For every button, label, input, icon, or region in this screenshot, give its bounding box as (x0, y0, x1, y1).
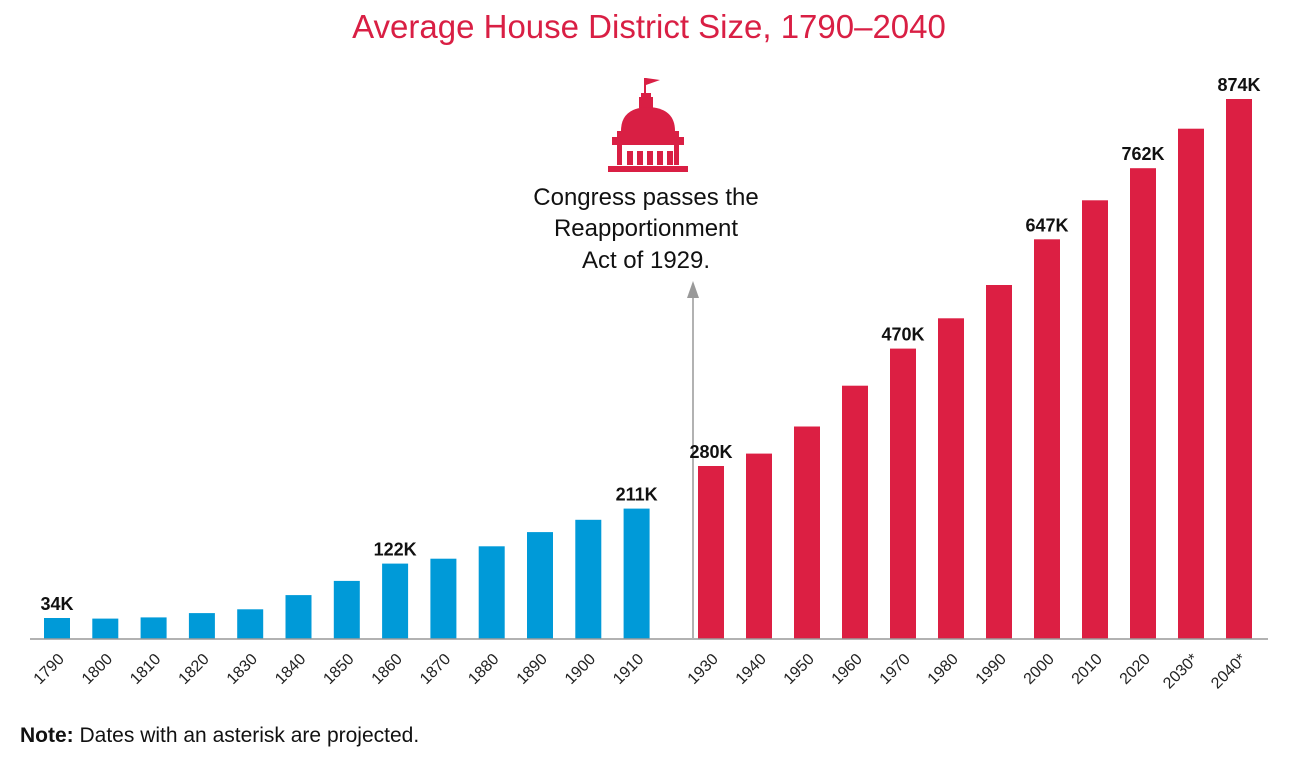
bar-1890 (527, 532, 553, 639)
bar-1960 (842, 385, 868, 639)
bar-1980 (938, 318, 964, 639)
annotation-line-2: Reapportionment (554, 215, 738, 242)
bar-1800 (92, 618, 119, 639)
x-tick-label-1870: 1870 (417, 651, 454, 688)
data-label-1970: 470K (881, 325, 924, 345)
bar-2040-projected (1226, 99, 1252, 639)
bar-2030-projected (1178, 128, 1204, 639)
footnote: Note: Dates with an asterisk are project… (20, 724, 419, 748)
x-tick-label-1790: 1790 (31, 651, 68, 688)
data-label-2040-projected: 874K (1217, 75, 1260, 95)
x-tick-label-1900: 1900 (562, 651, 599, 688)
x-tick-label-1940: 1940 (733, 651, 770, 688)
annotation-line-1: Congress passes the (533, 184, 758, 211)
x-tick-label-1840: 1840 (272, 651, 309, 688)
bar-2010 (1082, 200, 1108, 640)
x-tick-label-1890: 1890 (514, 651, 551, 688)
chart-title: Average House District Size, 1790–2040 (352, 8, 946, 45)
bar-1790 (44, 618, 70, 639)
data-label-1790: 34K (40, 594, 73, 614)
x-tick-label-1950: 1950 (781, 651, 818, 688)
data-label-2000: 647K (1025, 215, 1068, 235)
bar-1950 (794, 426, 820, 639)
x-tick-label-1910: 1910 (610, 651, 647, 688)
x-tick-label-2030-projected: 2030* (1160, 651, 1202, 693)
data-label-2020: 762K (1121, 144, 1164, 164)
bar-1830 (237, 609, 264, 639)
x-tick-label-1990: 1990 (973, 651, 1010, 688)
x-tick-label-1800: 1800 (79, 651, 116, 688)
bar-1860 (382, 563, 409, 639)
x-tick-label-1970: 1970 (877, 651, 914, 688)
x-tick-label-2020: 2020 (1117, 651, 1154, 688)
x-tick-label-2000: 2000 (1021, 651, 1058, 688)
x-tick-label-1980: 1980 (925, 651, 962, 688)
bar-1870 (430, 558, 457, 639)
x-tick-label-1880: 1880 (465, 651, 502, 688)
note-text: Dates with an asterisk are projected. (73, 724, 420, 747)
bar-1810 (140, 617, 167, 639)
x-tick-label-1830: 1830 (224, 651, 261, 688)
bar-1850 (333, 580, 360, 639)
x-tick-label-1930: 1930 (685, 651, 722, 688)
bar-1970 (890, 348, 916, 639)
data-label-1930: 280K (689, 442, 732, 462)
bar-2000 (1034, 239, 1060, 640)
bar-1880 (478, 546, 505, 639)
x-tick-label-2010: 2010 (1069, 651, 1106, 688)
data-label-1910: 211K (616, 485, 658, 505)
x-tick-label-1860: 1860 (369, 651, 406, 688)
x-tick-label-1850: 1850 (320, 651, 357, 688)
bar-1910 (623, 508, 650, 639)
data-label-1860: 122K (374, 540, 417, 560)
x-tick-label-1820: 1820 (176, 651, 213, 688)
bar-1820 (188, 613, 215, 639)
x-tick-label-2040-projected: 2040* (1208, 651, 1250, 693)
x-tick-label-1960: 1960 (829, 651, 866, 688)
bar-1930 (698, 466, 724, 639)
bar-1990 (986, 285, 1012, 639)
annotation-line-3: Act of 1929. (582, 247, 710, 274)
bar-1840 (285, 595, 312, 639)
annotation-arrow-head (687, 281, 699, 298)
bar-1900 (575, 519, 602, 639)
bar-2020 (1130, 168, 1156, 639)
capitol-dome-icon (608, 78, 688, 172)
note-label: Note: (20, 724, 74, 747)
bar-1940 (746, 453, 772, 639)
x-tick-label-1810: 1810 (127, 651, 164, 688)
